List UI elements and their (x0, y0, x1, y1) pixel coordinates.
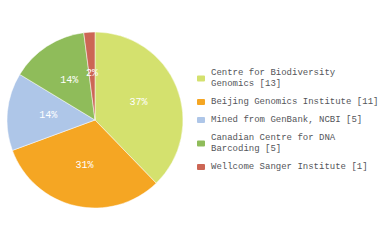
svg-text:Wellcome Sanger Institute [1]: Wellcome Sanger Institute [1] (211, 162, 368, 172)
svg-text:Mined from GenBank, NCBI [5]: Mined from GenBank, NCBI [5] (211, 115, 362, 125)
svg-text:2%: 2% (86, 68, 98, 79)
svg-text:Beijing Genomics Institute [11: Beijing Genomics Institute [11] (211, 97, 378, 107)
svg-text:Centre for Biodiversity: Centre for Biodiversity (211, 68, 336, 78)
svg-text:Barcoding [5]: Barcoding [5] (211, 144, 281, 154)
svg-text:31%: 31% (76, 160, 94, 171)
svg-text:37%: 37% (130, 97, 148, 108)
svg-text:14%: 14% (39, 110, 57, 121)
svg-text:Genomics [13]: Genomics [13] (211, 79, 281, 89)
svg-text:Canadian Centre for DNA: Canadian Centre for DNA (211, 133, 336, 143)
svg-text:14%: 14% (60, 75, 78, 86)
